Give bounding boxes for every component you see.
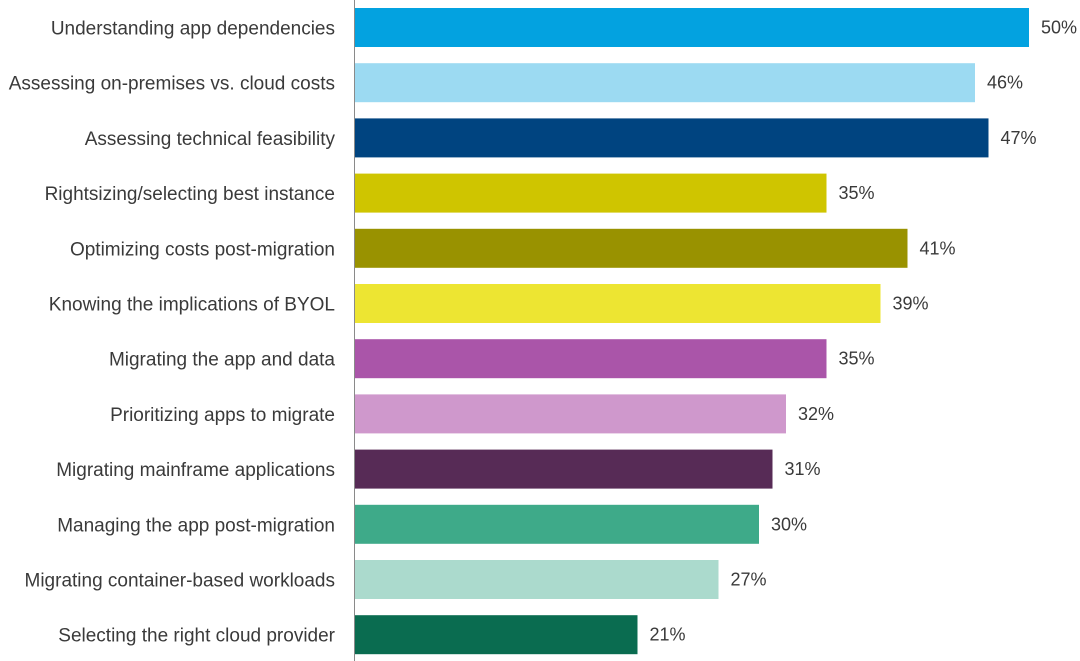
value-label: 31% (785, 459, 821, 479)
value-label: 35% (839, 183, 875, 203)
bar (354, 615, 638, 655)
value-label: 46% (987, 73, 1023, 93)
category-label: Understanding app dependencies (51, 19, 335, 40)
bar (354, 8, 1029, 47)
bar (354, 504, 759, 544)
value-label: 47% (1001, 128, 1037, 148)
category-label: Selecting the right cloud provider (58, 626, 335, 647)
value-label: 21% (650, 625, 686, 645)
category-label: Managing the app post-migration (57, 515, 335, 536)
value-label: 39% (893, 294, 929, 314)
value-labels-group: 50% 46% 47% 35% 41% 39% 35% 32% 31% 30% 27% 21% (650, 18, 1078, 645)
value-label: 27% (731, 570, 767, 590)
bar (354, 449, 773, 489)
bar (354, 284, 881, 323)
category-label: Knowing the implications of BYOL (49, 295, 335, 316)
category-label: Rightsizing/selecting best instance (45, 184, 335, 205)
category-label: Migrating mainframe applications (56, 460, 335, 481)
category-label: Migrating container-based workloads (25, 571, 336, 592)
category-label: Prioritizing apps to migrate (110, 405, 335, 426)
value-label: 32% (798, 404, 834, 424)
bar (354, 394, 786, 434)
bar (354, 339, 827, 379)
value-label: 50% (1041, 18, 1077, 38)
category-label: Assessing technical feasibility (85, 129, 336, 150)
bar (354, 118, 989, 158)
category-label: Migrating the app and data (109, 350, 335, 371)
value-label: 41% (920, 238, 956, 258)
bars-group (354, 8, 1029, 655)
value-label: 30% (771, 514, 807, 534)
value-label: 35% (839, 349, 875, 369)
bar (354, 63, 975, 103)
category-label: Assessing on-premises vs. cloud costs (9, 74, 335, 95)
category-labels-group: Understanding app dependencies Assessing … (9, 19, 336, 647)
bar (354, 228, 908, 268)
category-label: Optimizing costs post-migration (70, 239, 335, 260)
bar (354, 173, 827, 213)
bar (354, 560, 719, 599)
